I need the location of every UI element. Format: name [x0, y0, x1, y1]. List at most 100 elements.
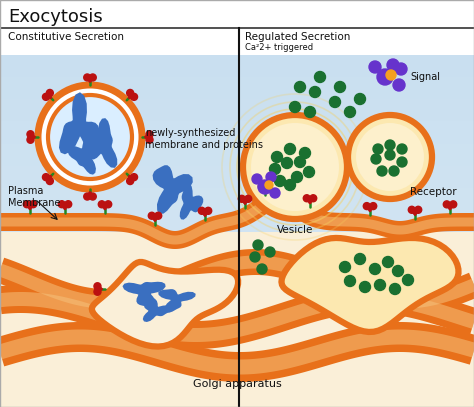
- Circle shape: [415, 206, 422, 213]
- Circle shape: [43, 93, 49, 101]
- Text: newly-synthesized
membrane and proteins: newly-synthesized membrane and proteins: [145, 128, 263, 150]
- Bar: [0, 210, 474, 232]
- Circle shape: [23, 201, 30, 208]
- Polygon shape: [180, 183, 203, 220]
- Circle shape: [274, 175, 285, 186]
- Circle shape: [370, 203, 377, 210]
- Circle shape: [38, 85, 142, 189]
- Circle shape: [310, 87, 320, 98]
- Polygon shape: [158, 289, 196, 313]
- Text: Golgi apparatus: Golgi apparatus: [192, 379, 282, 389]
- Circle shape: [94, 288, 101, 295]
- Circle shape: [98, 201, 105, 208]
- Circle shape: [127, 90, 134, 96]
- Circle shape: [284, 144, 295, 155]
- Circle shape: [265, 181, 273, 189]
- Circle shape: [386, 70, 396, 80]
- Circle shape: [292, 171, 302, 182]
- Circle shape: [385, 150, 395, 160]
- Circle shape: [359, 282, 371, 293]
- Circle shape: [294, 81, 306, 92]
- Circle shape: [127, 177, 134, 184]
- Circle shape: [148, 212, 155, 219]
- Polygon shape: [122, 282, 165, 307]
- Bar: [0, 99, 474, 121]
- Circle shape: [245, 195, 252, 202]
- Bar: [0, 77, 474, 99]
- Polygon shape: [84, 118, 117, 168]
- Bar: [0, 0, 474, 55]
- Circle shape: [264, 183, 272, 190]
- Text: Regulated Secretion: Regulated Secretion: [245, 32, 350, 42]
- Circle shape: [395, 63, 407, 75]
- Circle shape: [443, 201, 450, 208]
- Bar: [0, 232, 474, 407]
- Polygon shape: [0, 195, 474, 245]
- Circle shape: [383, 256, 393, 267]
- Circle shape: [243, 115, 347, 219]
- Circle shape: [46, 90, 54, 96]
- Circle shape: [300, 147, 310, 158]
- Circle shape: [48, 95, 132, 179]
- Circle shape: [390, 284, 401, 295]
- Circle shape: [374, 280, 385, 291]
- Circle shape: [355, 94, 365, 105]
- Circle shape: [369, 61, 381, 73]
- Polygon shape: [0, 330, 474, 374]
- Circle shape: [335, 81, 346, 92]
- Circle shape: [370, 263, 381, 274]
- Circle shape: [43, 174, 49, 181]
- Polygon shape: [0, 292, 474, 342]
- Circle shape: [389, 166, 399, 176]
- Circle shape: [284, 179, 295, 190]
- Circle shape: [84, 193, 91, 200]
- Polygon shape: [0, 191, 474, 249]
- Circle shape: [252, 174, 262, 184]
- Circle shape: [30, 201, 36, 208]
- Polygon shape: [68, 138, 98, 175]
- Text: Plasma
Membrane: Plasma Membrane: [8, 186, 61, 208]
- Circle shape: [89, 74, 96, 81]
- Circle shape: [303, 195, 310, 202]
- Circle shape: [303, 166, 315, 177]
- Circle shape: [89, 193, 96, 200]
- Circle shape: [282, 158, 292, 168]
- Bar: [0, 166, 474, 188]
- Circle shape: [146, 136, 153, 143]
- Circle shape: [253, 240, 263, 250]
- Polygon shape: [0, 322, 474, 382]
- Circle shape: [385, 140, 395, 150]
- Circle shape: [27, 136, 34, 143]
- Circle shape: [290, 101, 301, 112]
- Circle shape: [355, 254, 365, 265]
- Text: Exocytosis: Exocytosis: [8, 8, 103, 26]
- Circle shape: [408, 206, 415, 213]
- Polygon shape: [59, 92, 100, 154]
- Circle shape: [250, 252, 260, 262]
- Circle shape: [348, 115, 432, 199]
- Circle shape: [450, 201, 457, 208]
- Text: Ca²2+ triggered: Ca²2+ triggered: [245, 43, 313, 52]
- Circle shape: [257, 264, 267, 274]
- Circle shape: [130, 174, 137, 181]
- Polygon shape: [0, 256, 474, 309]
- Polygon shape: [92, 262, 238, 347]
- Circle shape: [258, 183, 265, 190]
- Circle shape: [94, 283, 101, 290]
- Bar: [0, 188, 474, 210]
- Text: Receptor: Receptor: [410, 187, 456, 197]
- Circle shape: [402, 274, 413, 285]
- Circle shape: [339, 262, 350, 273]
- Circle shape: [329, 96, 340, 107]
- Polygon shape: [282, 238, 458, 332]
- Circle shape: [65, 201, 72, 208]
- Circle shape: [387, 59, 399, 71]
- Circle shape: [270, 164, 281, 175]
- Circle shape: [270, 188, 280, 198]
- Circle shape: [345, 276, 356, 287]
- Circle shape: [46, 177, 54, 184]
- Circle shape: [146, 131, 153, 138]
- Circle shape: [58, 201, 65, 208]
- Circle shape: [393, 79, 405, 91]
- Circle shape: [397, 144, 407, 154]
